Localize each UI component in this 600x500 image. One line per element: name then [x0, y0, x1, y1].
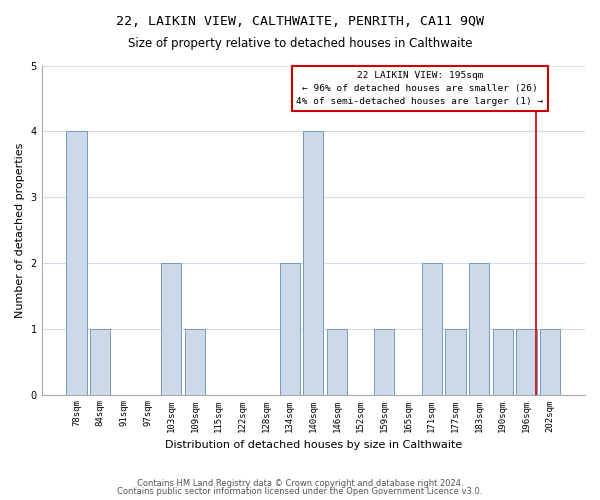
- Bar: [327, 329, 347, 394]
- Text: Contains HM Land Registry data © Crown copyright and database right 2024.: Contains HM Land Registry data © Crown c…: [137, 478, 463, 488]
- Bar: [90, 329, 110, 394]
- Bar: [540, 329, 560, 394]
- Text: Size of property relative to detached houses in Calthwaite: Size of property relative to detached ho…: [128, 38, 472, 51]
- Text: 22 LAIKIN VIEW: 195sqm
← 96% of detached houses are smaller (26)
4% of semi-deta: 22 LAIKIN VIEW: 195sqm ← 96% of detached…: [296, 71, 544, 106]
- Bar: [469, 263, 489, 394]
- Bar: [493, 329, 513, 394]
- Bar: [445, 329, 466, 394]
- Bar: [422, 263, 442, 394]
- Bar: [280, 263, 300, 394]
- Bar: [374, 329, 394, 394]
- Text: 22, LAIKIN VIEW, CALTHWAITE, PENRITH, CA11 9QW: 22, LAIKIN VIEW, CALTHWAITE, PENRITH, CA…: [116, 15, 484, 28]
- Bar: [67, 132, 86, 394]
- Bar: [185, 329, 205, 394]
- X-axis label: Distribution of detached houses by size in Calthwaite: Distribution of detached houses by size …: [165, 440, 462, 450]
- Bar: [303, 132, 323, 394]
- Bar: [161, 263, 181, 394]
- Y-axis label: Number of detached properties: Number of detached properties: [15, 142, 25, 318]
- Bar: [517, 329, 536, 394]
- Text: Contains public sector information licensed under the Open Government Licence v3: Contains public sector information licen…: [118, 487, 482, 496]
